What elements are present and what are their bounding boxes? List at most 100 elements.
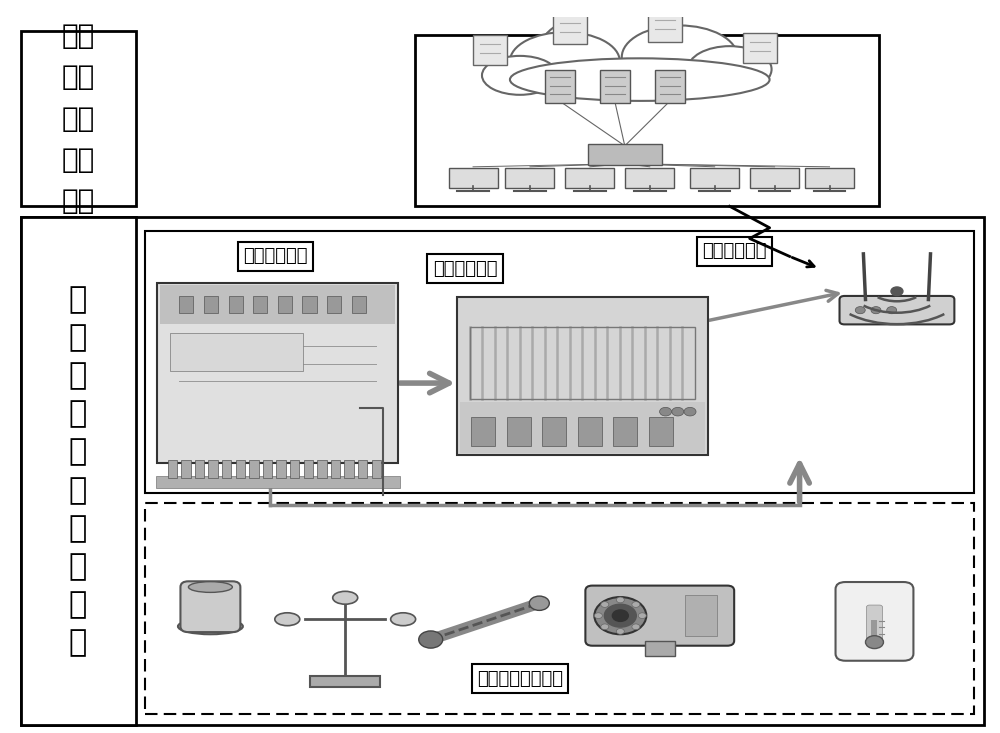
Circle shape: [660, 408, 672, 416]
FancyBboxPatch shape: [372, 460, 381, 478]
Circle shape: [529, 596, 549, 611]
FancyBboxPatch shape: [840, 296, 954, 325]
Circle shape: [871, 306, 881, 314]
Circle shape: [632, 624, 640, 630]
FancyBboxPatch shape: [278, 295, 292, 313]
FancyBboxPatch shape: [181, 460, 191, 478]
FancyBboxPatch shape: [21, 31, 136, 206]
Text: 实时分析模块: 实时分析模块: [433, 259, 497, 278]
FancyBboxPatch shape: [542, 417, 566, 446]
FancyBboxPatch shape: [331, 460, 340, 478]
FancyBboxPatch shape: [179, 295, 193, 313]
FancyBboxPatch shape: [145, 504, 974, 715]
Ellipse shape: [482, 56, 558, 95]
FancyBboxPatch shape: [565, 168, 614, 188]
Text: 监
测
数
据
现
场
处
理
系
统: 监 测 数 据 现 场 处 理 系 统: [69, 284, 87, 658]
FancyBboxPatch shape: [457, 297, 708, 455]
FancyBboxPatch shape: [585, 586, 734, 646]
FancyBboxPatch shape: [236, 460, 245, 478]
FancyBboxPatch shape: [625, 168, 674, 188]
FancyBboxPatch shape: [553, 14, 587, 44]
FancyBboxPatch shape: [208, 460, 218, 478]
FancyBboxPatch shape: [145, 232, 974, 493]
FancyBboxPatch shape: [649, 417, 673, 446]
Circle shape: [891, 287, 903, 295]
FancyBboxPatch shape: [685, 595, 717, 636]
Circle shape: [594, 597, 646, 634]
FancyBboxPatch shape: [157, 283, 398, 463]
FancyBboxPatch shape: [327, 295, 341, 313]
FancyBboxPatch shape: [473, 35, 507, 65]
FancyBboxPatch shape: [871, 620, 877, 641]
Circle shape: [612, 610, 628, 622]
FancyBboxPatch shape: [344, 460, 354, 478]
Circle shape: [855, 306, 865, 314]
FancyBboxPatch shape: [505, 168, 554, 188]
FancyBboxPatch shape: [449, 168, 498, 188]
Ellipse shape: [275, 613, 300, 626]
FancyBboxPatch shape: [156, 476, 400, 488]
Ellipse shape: [540, 12, 690, 87]
Text: 信号采集设备: 信号采集设备: [243, 248, 308, 265]
Circle shape: [616, 597, 624, 603]
FancyBboxPatch shape: [276, 460, 286, 478]
Circle shape: [419, 631, 443, 648]
FancyBboxPatch shape: [866, 605, 882, 643]
FancyBboxPatch shape: [290, 460, 299, 478]
FancyBboxPatch shape: [600, 70, 630, 103]
Text: 监测
数据
后台
管理
系统: 监测 数据 后台 管理 系统: [61, 22, 95, 215]
FancyBboxPatch shape: [229, 295, 243, 313]
FancyBboxPatch shape: [222, 460, 231, 478]
FancyBboxPatch shape: [613, 417, 637, 446]
Ellipse shape: [510, 32, 620, 91]
FancyBboxPatch shape: [253, 295, 267, 313]
Ellipse shape: [333, 592, 358, 604]
FancyBboxPatch shape: [352, 295, 366, 313]
FancyBboxPatch shape: [645, 641, 675, 657]
FancyBboxPatch shape: [545, 70, 575, 103]
Ellipse shape: [188, 582, 232, 592]
FancyBboxPatch shape: [195, 460, 204, 478]
FancyBboxPatch shape: [648, 12, 682, 42]
FancyBboxPatch shape: [180, 581, 240, 632]
Circle shape: [887, 306, 897, 314]
Ellipse shape: [178, 619, 243, 634]
Ellipse shape: [688, 46, 772, 92]
Circle shape: [638, 613, 646, 619]
FancyBboxPatch shape: [168, 460, 177, 478]
Circle shape: [601, 624, 609, 630]
FancyBboxPatch shape: [588, 144, 662, 165]
FancyBboxPatch shape: [304, 460, 313, 478]
FancyBboxPatch shape: [21, 217, 984, 725]
FancyBboxPatch shape: [578, 417, 602, 446]
FancyBboxPatch shape: [750, 168, 799, 188]
FancyBboxPatch shape: [170, 333, 303, 371]
FancyBboxPatch shape: [21, 217, 136, 725]
Ellipse shape: [510, 59, 770, 101]
FancyBboxPatch shape: [263, 460, 272, 478]
FancyBboxPatch shape: [204, 295, 218, 313]
Circle shape: [604, 604, 636, 627]
Circle shape: [672, 408, 684, 416]
FancyBboxPatch shape: [690, 168, 739, 188]
Circle shape: [684, 408, 696, 416]
FancyBboxPatch shape: [249, 460, 259, 478]
FancyBboxPatch shape: [317, 460, 327, 478]
Text: 数据传输模块: 数据传输模块: [702, 243, 767, 260]
Ellipse shape: [622, 26, 738, 89]
FancyBboxPatch shape: [507, 417, 531, 446]
FancyBboxPatch shape: [805, 168, 854, 188]
FancyBboxPatch shape: [302, 295, 317, 313]
FancyBboxPatch shape: [310, 677, 380, 688]
FancyBboxPatch shape: [655, 70, 685, 103]
Circle shape: [601, 602, 609, 608]
Circle shape: [616, 628, 624, 634]
FancyBboxPatch shape: [460, 402, 705, 453]
Circle shape: [594, 613, 602, 619]
FancyBboxPatch shape: [471, 417, 495, 446]
FancyBboxPatch shape: [358, 460, 367, 478]
Ellipse shape: [391, 613, 416, 626]
FancyBboxPatch shape: [160, 285, 395, 323]
Text: 参量感知传感设备: 参量感知传感设备: [477, 670, 563, 688]
FancyBboxPatch shape: [743, 33, 777, 63]
